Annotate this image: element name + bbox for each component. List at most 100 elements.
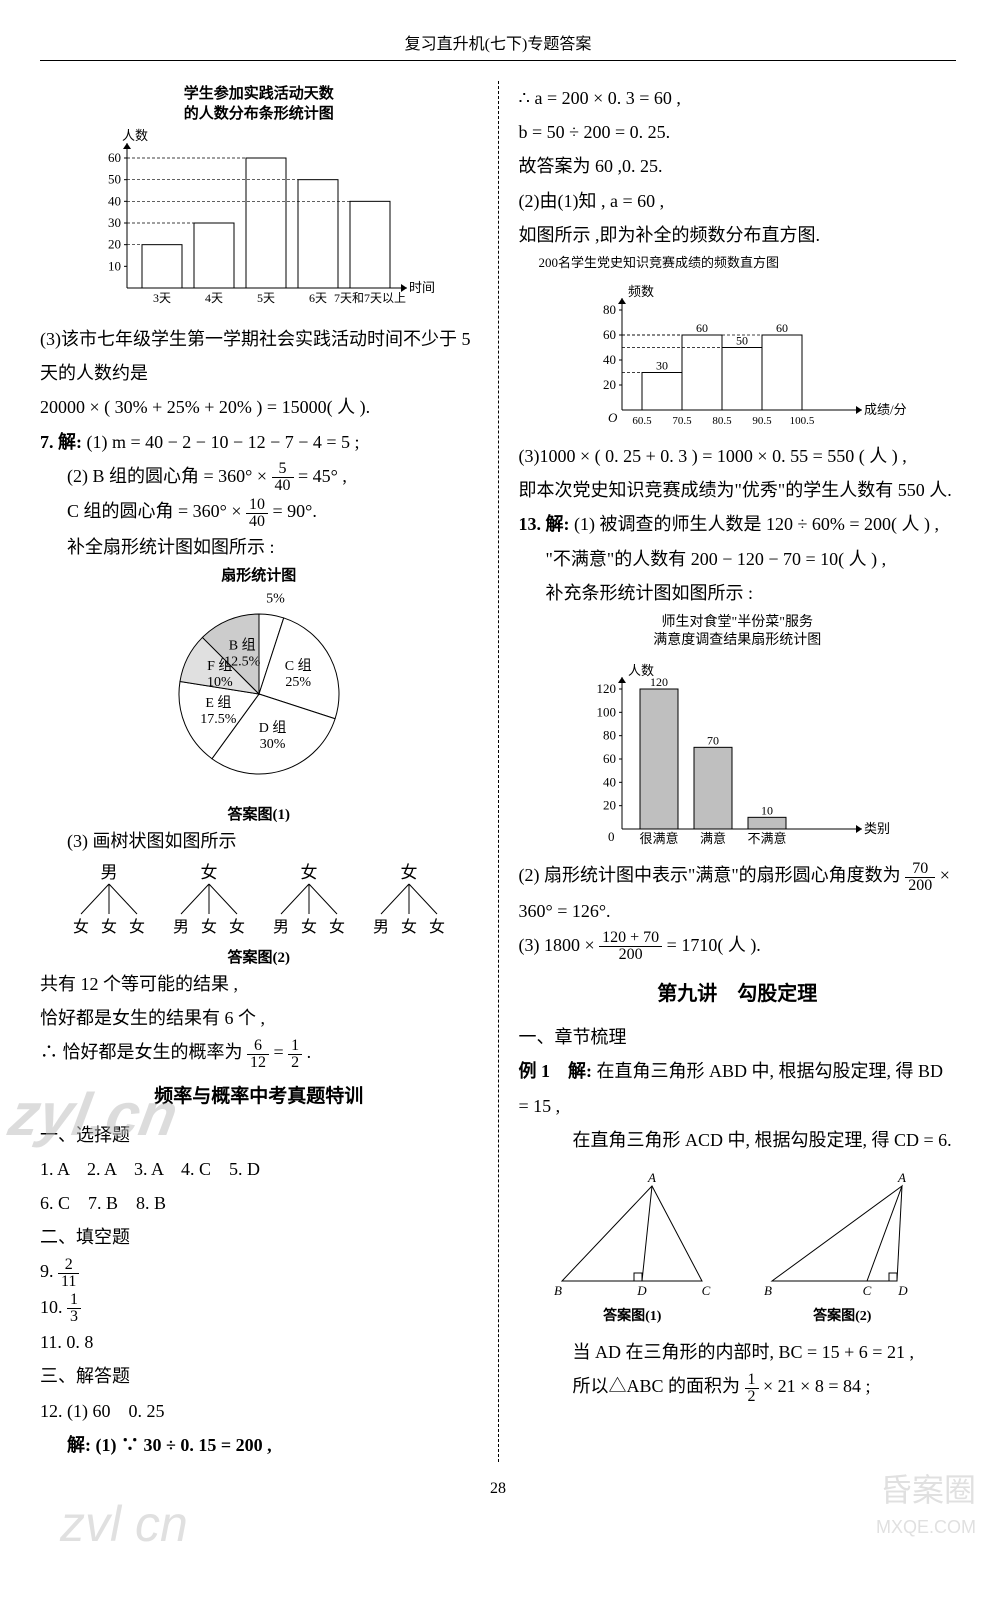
svg-text:C: C [863, 1283, 872, 1298]
ex1-head: 例 1 解: [519, 1061, 593, 1081]
q13-3-frac: 120 + 70200 [599, 930, 662, 963]
svg-text:17.5%: 17.5% [200, 712, 237, 727]
svg-text:女: 女 [300, 863, 317, 882]
q7-2a: (2) B 组的圆心角 = 360° × 540 = 45° , [40, 459, 478, 494]
choice-l2: 6. C 7. B 8. B [40, 1186, 478, 1220]
svg-text:30: 30 [656, 358, 668, 372]
q10-pre: 10. [40, 1297, 63, 1317]
q7-3: (3) 画树状图如图所示 [40, 824, 478, 858]
svg-text:男: 男 [173, 919, 189, 936]
svg-text:10: 10 [108, 258, 121, 273]
svg-text:30: 30 [108, 215, 121, 230]
q7-3b: 恰好都是女生的结果有 6 个 , [40, 1001, 478, 1035]
r2: b = 50 ÷ 200 = 0. 25. [519, 115, 957, 149]
q13-1c: 补充条形统计图如图所示 : [519, 576, 957, 610]
svg-text:男: 男 [100, 863, 117, 882]
page-header: 复习直升机(七下)专题答案 [40, 30, 956, 61]
q7-2b-frac: 1040 [246, 497, 268, 530]
watermark-2: zvl cn [60, 1495, 188, 1553]
pie-svg: A 组5%C 组25%D 组30%E 组17.5%F 组10%B 组12.5% [119, 589, 399, 799]
svg-text:A: A [647, 1171, 656, 1185]
svg-text:12.5%: 12.5% [224, 654, 261, 669]
text-p3: (3)该市七年级学生第一学期社会实践活动时间不少于 5 天的人数约是 [40, 322, 478, 390]
choice-head: 一、选择题 [40, 1118, 478, 1152]
svg-text:女: 女 [400, 863, 417, 882]
svg-text:满意: 满意 [700, 831, 726, 846]
q12: 12. (1) 60 0. 25 [40, 1394, 478, 1428]
sec1: 一、章节梳理 [519, 1020, 957, 1054]
q7-3c: ∴ 恰好都是女生的概率为 612 = 12 . [40, 1035, 478, 1070]
svg-text:5%: 5% [266, 591, 285, 606]
svg-text:30%: 30% [260, 737, 286, 752]
svg-text:E 组: E 组 [205, 695, 231, 711]
svg-text:B: B [554, 1283, 562, 1298]
chart3-title: 师生对食堂"半份菜"服务 满意度调查结果扇形统计图 [519, 614, 957, 650]
svg-text:7天和7天以上: 7天和7天以上 [334, 291, 406, 305]
triangle1-svg: ABDC [542, 1171, 722, 1301]
q13-3-pre: (3) 1800 × [519, 935, 595, 955]
hist-svg: 频数成绩/分O2040608060.570.580.590.5100.53060… [567, 275, 907, 435]
chart3-svg: 0人数类别20406080100120120很满意70满意10不满意 [567, 654, 907, 854]
r4: (2)由(1)知 , a = 60 , [519, 184, 957, 218]
svg-text:B 组: B 组 [228, 637, 255, 653]
svg-text:成绩/分: 成绩/分 [864, 402, 907, 417]
choice-l1: 1. A 2. A 3. A 4. C 5. D [40, 1152, 478, 1186]
q7-3c-end: . [307, 1042, 312, 1062]
svg-text:10: 10 [761, 804, 773, 818]
q10: 10. 13 [40, 1290, 478, 1325]
svg-text:60: 60 [696, 321, 708, 335]
svg-text:100.5: 100.5 [790, 415, 815, 427]
q7-2b: C 组的圆心角 = 360° × 1040 = 90°. [40, 494, 478, 529]
svg-text:女: 女 [73, 917, 89, 936]
tri2-caption: 答案图(2) [752, 1305, 932, 1325]
svg-text:A: A [897, 1171, 906, 1185]
q7-3a: 共有 12 个等可能的结果 , [40, 967, 478, 1001]
svg-text:女: 女 [200, 863, 217, 882]
svg-text:女: 女 [429, 917, 445, 936]
q13-2: (2) 扇形统计图中表示"满意"的扇形圆心角度数为 70200 × 360° =… [519, 858, 957, 928]
svg-text:60.5: 60.5 [633, 415, 653, 427]
svg-text:10%: 10% [207, 675, 233, 690]
svg-text:女: 女 [201, 917, 217, 936]
svg-text:男: 男 [373, 919, 389, 936]
svg-text:40: 40 [603, 775, 616, 790]
q7-3c-mid: = [274, 1042, 284, 1062]
q7-2b-text: C 组的圆心角 = 360° × [67, 501, 242, 521]
pie-title: 扇形统计图 [40, 564, 478, 585]
svg-text:120: 120 [597, 681, 617, 696]
svg-text:类别: 类别 [864, 821, 890, 836]
chart3-t2: 满意度调查结果扇形统计图 [653, 633, 821, 648]
svg-text:70.5: 70.5 [673, 415, 693, 427]
svg-text:C: C [702, 1283, 711, 1298]
svg-text:50: 50 [736, 333, 748, 347]
q13-head: 13. 解: [519, 514, 570, 534]
q7-2c: 补全扇形统计图如图所示 : [40, 530, 478, 564]
svg-text:6天: 6天 [309, 291, 327, 305]
q13-1b: "不满意"的人数有 200 − 120 − 70 = 10( 人 ) , [519, 542, 957, 576]
fill-head: 二、填空题 [40, 1220, 478, 1254]
svg-text:时间: 时间 [409, 280, 435, 295]
pie-caption: 答案图(1) [40, 803, 478, 824]
chart1-title: 学生参加实践活动天数 的人数分布条形统计图 [40, 85, 478, 124]
q9-frac: 211 [58, 1257, 79, 1290]
triangle-1-wrap: ABDC 答案图(1) [542, 1167, 722, 1325]
tri1-caption: 答案图(1) [542, 1305, 722, 1325]
ex1-d: 所以△ABC 的面积为 12 × 21 × 8 = 84 ; [519, 1369, 957, 1404]
svg-text:60: 60 [603, 751, 616, 766]
hist-title: 200名学生党史知识竞赛成绩的频数直方图 [539, 252, 957, 271]
wm3-l2: MXQE.COM [876, 1517, 976, 1537]
svg-text:60: 60 [108, 150, 121, 165]
q9-pre: 9. [40, 1261, 54, 1281]
ex1-b: 在直角三角形 ACD 中, 根据勾股定理, 得 CD = 6. [519, 1123, 957, 1157]
chart1-title-l2: 的人数分布条形统计图 [184, 106, 334, 122]
svg-text:不满意: 不满意 [748, 831, 787, 846]
page-number: 28 [40, 1480, 956, 1498]
svg-text:4天: 4天 [205, 291, 223, 305]
svg-text:20: 20 [603, 798, 616, 813]
solve-head: 三、解答题 [40, 1359, 478, 1393]
svg-text:25%: 25% [285, 675, 311, 690]
svg-text:A 组: A 组 [262, 589, 289, 590]
q7-3c-f2: 12 [288, 1038, 302, 1071]
r7: 即本次党史知识竞赛成绩为"优秀"的学生人数有 550 人. [519, 473, 957, 507]
q13-3: (3) 1800 × 120 + 70200 = 1710( 人 ). [519, 928, 957, 963]
